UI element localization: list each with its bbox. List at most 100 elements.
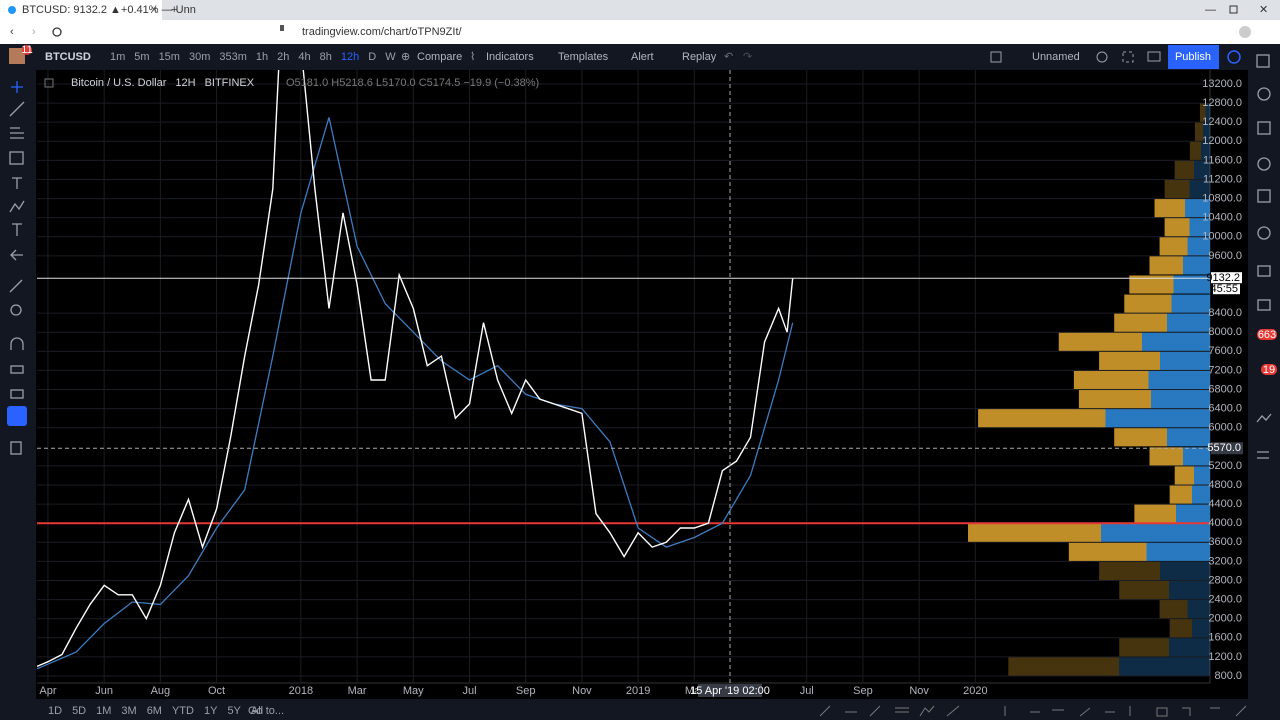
compare-icon: ⊕ <box>401 51 410 63</box>
new-tab[interactable]: + <box>171 4 177 16</box>
range-group: 1D 5D 1M 3M 6M YTD 1Y 5Y All <box>48 705 263 717</box>
stay-drawing[interactable] <box>10 365 24 374</box>
publish-bg[interactable] <box>1168 45 1219 69</box>
undo[interactable]: ↶ <box>724 51 733 63</box>
y-tick-label: 3600.0 <box>1208 536 1242 548</box>
volume-profile-bar <box>1149 256 1210 275</box>
interval-button[interactable]: 12h <box>341 51 359 63</box>
prediction-tool[interactable] <box>12 223 22 236</box>
y-tick-label: 3200.0 <box>1208 555 1242 567</box>
alert-button[interactable]: Alert <box>631 51 654 63</box>
range-button[interactable]: 3M <box>121 705 136 717</box>
x-tick-label: 2018 <box>289 685 313 697</box>
trash[interactable] <box>10 441 22 455</box>
chats[interactable] <box>1257 299 1271 311</box>
goto[interactable]: Go to... <box>248 705 284 717</box>
range-button[interactable]: 1D <box>48 705 62 717</box>
interval-button[interactable]: 4h <box>298 51 310 63</box>
volume-profile-bar <box>1099 351 1210 370</box>
data-window[interactable] <box>1257 157 1271 171</box>
layout-toggle[interactable] <box>990 51 1002 63</box>
interval-button[interactable]: 353m <box>219 51 247 63</box>
interval-button[interactable]: D <box>368 51 376 63</box>
range-button[interactable]: 1M <box>96 705 111 717</box>
indicators-button[interactable]: Indicators <box>486 51 534 63</box>
back[interactable]: ‹ <box>10 26 14 38</box>
badge: 19 <box>1263 364 1275 376</box>
zoom-tool[interactable] <box>10 304 22 316</box>
reload[interactable] <box>52 27 62 37</box>
y-tick-label: 12000.0 <box>1202 135 1242 147</box>
legend-collapse[interactable] <box>44 78 54 88</box>
fullscreen[interactable] <box>1122 51 1134 63</box>
url[interactable]: tradingview.com/chart/oTPN9ZIt/ <box>302 26 463 38</box>
crosshair-time-tag <box>698 684 762 697</box>
y-tick-label: 12800.0 <box>1202 97 1242 109</box>
hotlist[interactable] <box>1256 413 1272 423</box>
alerts-panel[interactable] <box>1257 87 1271 101</box>
forward[interactable]: › <box>32 26 36 38</box>
range-button[interactable]: 1Y <box>204 705 218 717</box>
hide-drawings[interactable] <box>7 406 27 426</box>
trendline-tool[interactable] <box>9 101 25 117</box>
x-tick-label: Jul <box>462 685 476 697</box>
interval-button[interactable]: 1m <box>110 51 125 63</box>
compare-button[interactable]: Compare <box>417 51 462 63</box>
range-button[interactable]: 6M <box>147 705 162 717</box>
interval-button[interactable]: 2h <box>277 51 289 63</box>
volume-profile-bar <box>1169 485 1210 504</box>
interval-button[interactable]: 5m <box>134 51 149 63</box>
text-tool[interactable] <box>12 177 22 189</box>
interval-button[interactable]: 15m <box>159 51 180 63</box>
maximize[interactable] <box>1229 5 1238 14</box>
range-button[interactable]: 5D <box>72 705 86 717</box>
remove-tool[interactable] <box>10 249 23 261</box>
shape-tool[interactable] <box>9 151 24 165</box>
snapshot[interactable] <box>1147 51 1161 62</box>
y-tick-label: 2400.0 <box>1208 594 1242 606</box>
time-axis[interactable] <box>37 683 1248 699</box>
interval-button[interactable]: 8h <box>320 51 332 63</box>
symbol[interactable]: BTCUSD <box>45 51 91 63</box>
watchlist[interactable] <box>1256 54 1270 68</box>
last-price-tag <box>1211 272 1242 284</box>
grid <box>37 70 1210 683</box>
interval-button[interactable]: 30m <box>189 51 210 63</box>
range-button[interactable]: All <box>251 705 263 717</box>
calendar[interactable] <box>1257 189 1271 203</box>
avatar[interactable] <box>9 48 25 64</box>
measure-tool[interactable] <box>9 279 23 293</box>
interval-button[interactable]: W <box>385 51 396 63</box>
minimize[interactable]: — <box>1205 4 1216 16</box>
fib-tool[interactable] <box>10 127 24 139</box>
window-close[interactable]: ✕ <box>1259 4 1268 16</box>
lock-drawings[interactable] <box>10 389 24 399</box>
active-tab[interactable] <box>0 0 162 20</box>
publish-button[interactable]: Publish <box>1175 51 1211 63</box>
streams[interactable] <box>1257 265 1271 277</box>
volume-profile-bar <box>1149 447 1210 466</box>
replay-button[interactable]: Replay <box>682 51 717 63</box>
redo[interactable]: ↷ <box>743 51 752 63</box>
price-axis[interactable] <box>1210 70 1248 683</box>
pattern-tool[interactable] <box>9 200 25 213</box>
layout-name[interactable]: Unnamed <box>1032 51 1080 63</box>
news[interactable] <box>1257 121 1271 135</box>
crosshair-tool[interactable] <box>11 81 23 93</box>
y-tick-label: 4800.0 <box>1208 479 1242 491</box>
range-button[interactable]: YTD <box>172 705 194 717</box>
templates-button[interactable]: Templates <box>558 51 609 63</box>
drawing-shortcuts[interactable] <box>1004 705 1247 717</box>
x-tick-label: Nov <box>909 685 929 697</box>
range-button[interactable]: 5Y <box>227 705 241 717</box>
drawing-shortcuts[interactable] <box>819 705 960 717</box>
plot-area[interactable] <box>37 70 1210 683</box>
ideas[interactable] <box>1257 226 1271 240</box>
play[interactable] <box>1227 50 1241 64</box>
settings[interactable] <box>1096 51 1108 63</box>
magnet-tool[interactable] <box>10 337 24 350</box>
tab-close[interactable]: × <box>151 4 157 16</box>
interval-button[interactable]: 1h <box>256 51 268 63</box>
order-panel[interactable] <box>1257 451 1269 459</box>
profile[interactable] <box>1239 26 1251 38</box>
